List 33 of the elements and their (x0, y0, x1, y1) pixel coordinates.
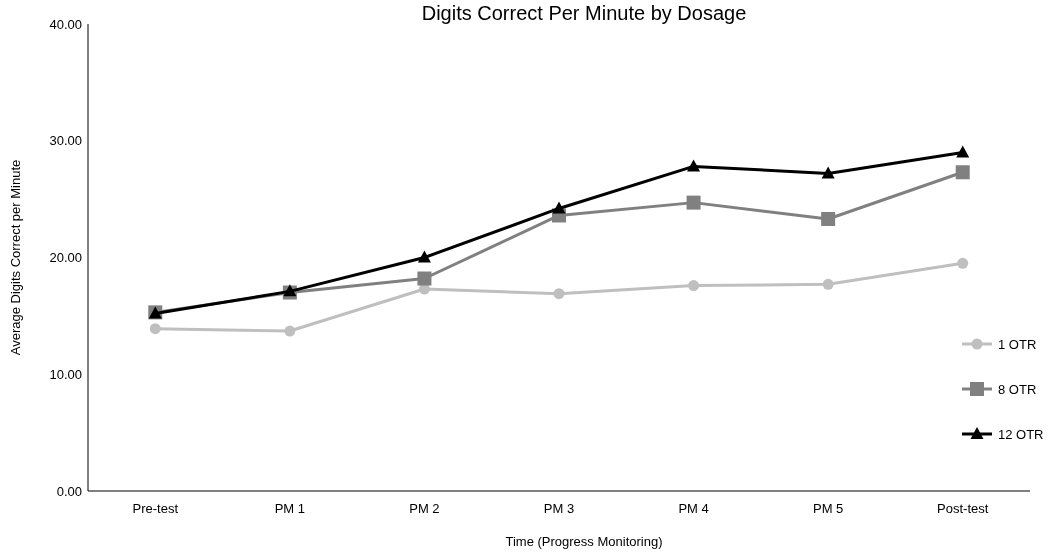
point (821, 166, 835, 179)
y-tick-label: 20.00 (49, 250, 82, 266)
x-tick-label: Post-test (937, 501, 989, 516)
point (956, 145, 970, 158)
x-tick-label: PM 3 (543, 501, 575, 516)
point (552, 201, 566, 214)
x-tick-label: Pre-test (132, 501, 179, 516)
point (686, 195, 701, 210)
point (284, 325, 296, 337)
chart-title: Digits Correct Per Minute by Dosage (421, 2, 747, 24)
x-tick-label: PM 2 (409, 501, 440, 516)
point (821, 211, 836, 226)
y-tick-label: 30.00 (49, 133, 82, 149)
x-tick-label: PM 1 (274, 501, 306, 516)
x-tick-label: PM 5 (812, 501, 844, 516)
point (417, 250, 431, 263)
point (417, 271, 432, 286)
y-tick-label: 40.00 (49, 16, 82, 32)
point (955, 165, 970, 180)
y-axis-title: Average Digits Correct per Minute (8, 159, 23, 356)
x-tick-label: PM 4 (678, 501, 709, 516)
point (553, 288, 565, 300)
y-tick-label: 10.00 (49, 366, 82, 382)
point (688, 280, 700, 292)
legend-label: 8 OTR (998, 381, 1037, 397)
legend-label: 12 OTR (998, 426, 1044, 442)
point (957, 257, 969, 269)
point (149, 323, 161, 335)
legend-label: 1 OTR (998, 336, 1037, 352)
point (687, 159, 701, 172)
y-tick-label: 0.00 (56, 483, 82, 499)
point (822, 278, 834, 290)
x-axis-title: Time (Progress Monitoring) (505, 534, 663, 549)
